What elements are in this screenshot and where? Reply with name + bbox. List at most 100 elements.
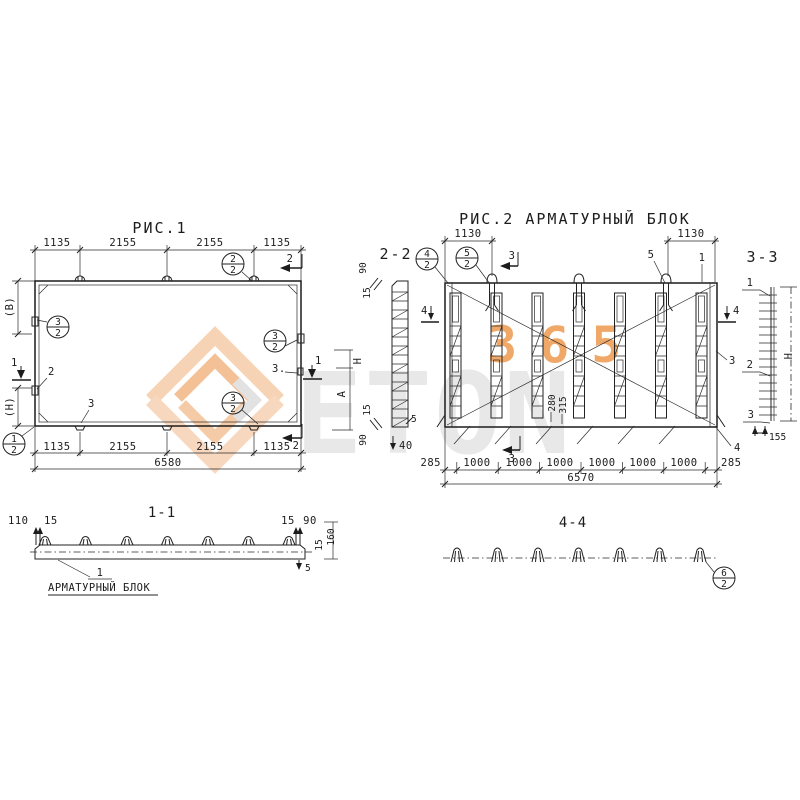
section-1-1-slab: [30, 544, 312, 560]
callout-2-2: 2 2: [221, 252, 253, 282]
fig1-top-dim-chain: 1135 2155 2155 1135: [30, 237, 306, 281]
section-1-1-ribs: [38, 536, 296, 546]
callout-bot: 2: [464, 259, 470, 270]
callout-top: 3: [55, 317, 61, 328]
section-label: 2: [287, 253, 294, 265]
fig1-embed-plates: [31, 316, 305, 396]
section-1-1-left-dims: 110 15: [8, 515, 58, 545]
callout-top: 1: [11, 434, 17, 445]
pos-label: 1: [747, 277, 754, 289]
callout-bot: 2: [230, 404, 236, 415]
fig2-block-outline: [436, 282, 726, 445]
section-3-3-title: 3-3: [746, 248, 779, 266]
dim-label: 1130: [454, 228, 481, 240]
ladder-strip: [449, 292, 462, 419]
dim-label: 280: [547, 394, 558, 411]
callout-3-2-bottom: 3 2: [221, 391, 259, 425]
dim-label: (Н): [4, 397, 16, 417]
dim-label: Н: [783, 353, 795, 360]
dim-label: 315: [558, 396, 569, 413]
section-3-3: 3-3 Н 1 2 3 155: [742, 248, 797, 443]
dim-label: 2155: [109, 441, 136, 453]
pos-label: 1: [97, 567, 104, 579]
section-2-2: 2-2 90 15 15 90 5 40: [358, 245, 417, 452]
fig2-position-labels: 5 1 3 4: [648, 249, 741, 454]
section-3-3-ladder: [759, 287, 777, 421]
fig2-top-dims: 1130 1130: [441, 228, 719, 282]
section-label: 3: [509, 453, 516, 465]
section-label: 1: [11, 357, 18, 369]
dim-label: 6570: [567, 472, 594, 484]
fig1-panel-outline: [34, 280, 302, 427]
dim-label: 1000: [463, 457, 490, 469]
dim-label: 1000: [629, 457, 656, 469]
ladder-strip: [655, 292, 667, 419]
caption-label: АРМАТУРНЫЙ БЛОК: [48, 581, 151, 594]
fig1-position-labels: 2 3 3.: [36, 363, 298, 424]
dim-label: 285: [721, 457, 741, 469]
section-label: 3: [509, 250, 516, 262]
dim-label: 2155: [196, 441, 223, 453]
fig1-panel-drawing: РИС.1 1135 2155 2155 1135: [2, 219, 364, 473]
callout-bot: 2: [11, 445, 17, 456]
fig2-section3-marks: 3 3: [500, 250, 521, 465]
dim-label: 1130: [677, 228, 704, 240]
section-3-3-H-dim: Н: [780, 286, 797, 422]
section-4-4: 4-4 6 2: [443, 515, 736, 590]
dim-label: 15: [44, 515, 58, 527]
pos-label: 3: [88, 398, 95, 410]
fig1-title: РИС.1: [132, 219, 187, 237]
brand-diamond-logo: [146, 326, 284, 474]
callout-top: 5: [464, 248, 470, 259]
fig1-height-dims: Н А: [332, 349, 364, 431]
dim-label: 15: [314, 539, 325, 550]
callout-bot: 2: [55, 328, 61, 339]
callout-4-2: 4 2: [415, 247, 449, 284]
callout-top: 2: [230, 254, 236, 265]
dim-label: 1135: [43, 237, 70, 249]
callout-bot: 2: [230, 265, 236, 276]
dim-label: 15: [281, 515, 295, 527]
pos-label: 3.: [272, 363, 286, 375]
pos-label: 3: [748, 409, 755, 421]
callout-bot: 2: [721, 579, 727, 590]
pos-label: 2: [747, 359, 754, 371]
callout-bot: 2: [272, 342, 278, 353]
dim-label: 1135: [43, 441, 70, 453]
dim-label: 90: [358, 434, 369, 446]
dim-label: 155: [769, 432, 786, 443]
dim-label: 110: [8, 515, 28, 527]
section-4-4-title: 4-4: [559, 515, 587, 531]
section-label: 4: [421, 305, 428, 317]
fig1-lifting-hooks: [74, 275, 260, 431]
pos-label: 1: [699, 252, 706, 264]
dim-label: 1135: [263, 441, 290, 453]
fig2-ladder-strips: [449, 292, 708, 419]
fig1-bottom-dim-chain: 1135 2155 2155 1135 6580: [30, 426, 306, 473]
callout-bot: 2: [424, 260, 430, 271]
section-1-1-right-dims: 15 90 160 15 5: [281, 515, 338, 574]
watermark-word: ETON: [295, 350, 573, 480]
section-3-3-width-dim: 155: [752, 426, 786, 443]
dim-label: 90: [303, 515, 317, 527]
dim-label: 1000: [546, 457, 573, 469]
dim-label: 2155: [196, 237, 223, 249]
callout-top: 3: [230, 393, 236, 404]
ladder-strip: [695, 292, 708, 419]
dim-label: 15: [362, 404, 373, 415]
fig2-title: РИС.2 АРМАТУРНЫЙ БЛОК: [459, 209, 691, 228]
fig2-rebar-block-drawing: РИС.2 АРМАТУРНЫЙ БЛОК 1130 1130: [415, 209, 741, 488]
dim-label: 15: [362, 287, 373, 298]
section-1-1-caption: 1 АРМАТУРНЫЙ БЛОК: [48, 559, 158, 596]
dim-label: 6580: [154, 457, 181, 469]
callout-3-2-left: 3 2: [36, 315, 70, 339]
dim-label: 1000: [588, 457, 615, 469]
dim-label: 2155: [109, 237, 136, 249]
pos-label: 4: [734, 442, 741, 454]
section-label: 1: [315, 355, 322, 367]
ladder-strip: [614, 292, 626, 419]
pos-label: 5: [648, 249, 655, 261]
